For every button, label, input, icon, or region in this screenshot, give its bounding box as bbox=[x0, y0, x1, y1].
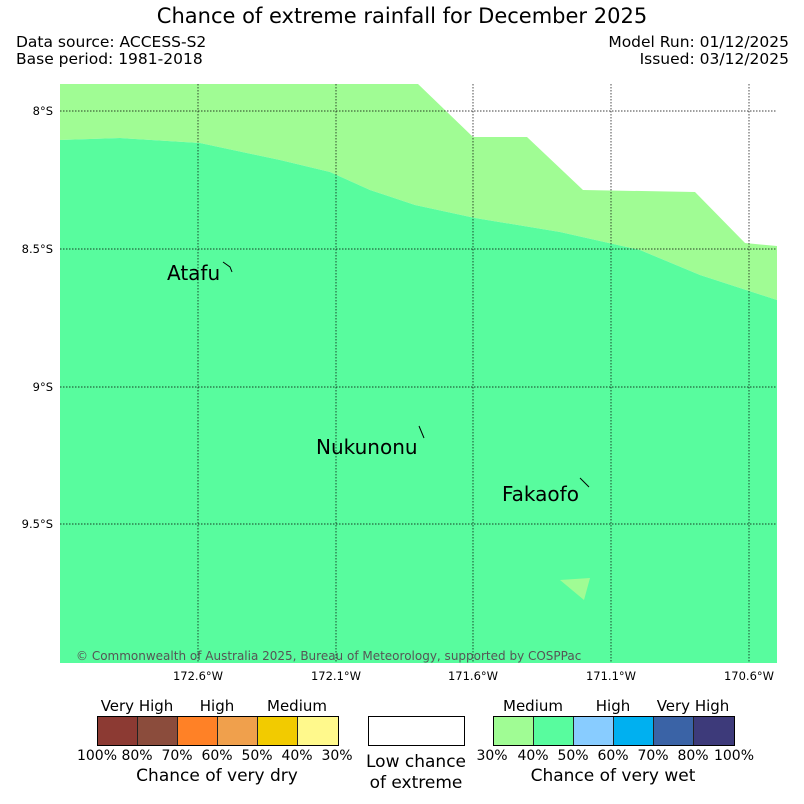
wet-swatch bbox=[574, 717, 614, 745]
wet-swatch bbox=[694, 717, 734, 745]
wet-tick: 100% bbox=[713, 748, 755, 764]
wet-swatch bbox=[654, 717, 694, 745]
dry-category-very-high: Very High bbox=[100, 697, 174, 715]
dry-tick: 70% bbox=[161, 748, 193, 764]
dry-tick: 80% bbox=[121, 748, 153, 764]
low-chance-swatch bbox=[368, 716, 465, 746]
dry-swatch bbox=[98, 717, 138, 745]
lat-label: 8°S bbox=[33, 104, 53, 118]
wet-swatch bbox=[614, 717, 654, 745]
dry-tick: 30% bbox=[321, 748, 353, 764]
lon-label: 171.6°W bbox=[448, 669, 498, 683]
base-period: Base period: 1981-2018 bbox=[16, 50, 203, 68]
wet-tick: 70% bbox=[637, 748, 669, 764]
wet-tick: 80% bbox=[677, 748, 709, 764]
data-source: Data source: ACCESS-S2 bbox=[16, 33, 207, 51]
low-chance-caption-1: Low chance bbox=[366, 752, 466, 772]
grid-lines bbox=[60, 84, 777, 663]
dry-swatch bbox=[178, 717, 218, 745]
region-small-patch bbox=[560, 578, 590, 600]
map-title: Chance of extreme rainfall for December … bbox=[156, 4, 648, 28]
lon-label: 172.6°W bbox=[173, 669, 223, 683]
low-chance-caption-2: of extreme bbox=[369, 773, 463, 793]
copyright-notice: © Commonwealth of Australia 2025, Bureau… bbox=[76, 649, 581, 663]
place-label-fakaofo: Fakaofo bbox=[502, 482, 579, 506]
wet-colorbar bbox=[493, 716, 735, 746]
wet-tick: 50% bbox=[557, 748, 589, 764]
wet-category-medium: Medium bbox=[503, 697, 563, 715]
wet-tick: 30% bbox=[476, 748, 508, 764]
rainfall-map: 8°S 8.5°S 9°S 9.5°S 172.6°W 172.1°W 171.… bbox=[22, 84, 777, 683]
lat-label: 9°S bbox=[33, 380, 53, 394]
region-medium-wet bbox=[60, 84, 777, 300]
dry-category-medium: Medium bbox=[267, 697, 327, 715]
atoll-outline-fakaofo bbox=[579, 477, 590, 488]
lat-label: 8.5°S bbox=[22, 242, 53, 256]
dry-category-high: High bbox=[199, 697, 235, 715]
place-label-nukunonu: Nukunonu bbox=[316, 435, 418, 459]
wet-swatch bbox=[534, 717, 574, 745]
dry-tick: 40% bbox=[281, 748, 313, 764]
dry-swatch bbox=[258, 717, 298, 745]
lon-label: 172.1°W bbox=[311, 669, 361, 683]
wet-category-very-high: Very High bbox=[656, 697, 730, 715]
model-run: Model Run: 01/12/2025 bbox=[608, 33, 789, 51]
lon-label: 171.1°W bbox=[586, 669, 636, 683]
dry-tick: 50% bbox=[241, 748, 273, 764]
dry-swatch bbox=[218, 717, 258, 745]
dry-swatch bbox=[138, 717, 178, 745]
issued-date: Issued: 03/12/2025 bbox=[639, 50, 789, 68]
dry-colorbar bbox=[97, 716, 339, 746]
dry-swatch bbox=[298, 717, 338, 745]
wet-swatch bbox=[494, 717, 534, 745]
atoll-outline-atafu bbox=[222, 261, 233, 273]
dry-tick: 100% bbox=[76, 748, 118, 764]
place-label-atafu: Atafu bbox=[167, 261, 220, 285]
atoll-outline-nukunonu bbox=[418, 425, 425, 439]
wet-tick: 40% bbox=[517, 748, 549, 764]
wet-tick: 60% bbox=[597, 748, 629, 764]
lon-label: 170.6°W bbox=[724, 669, 774, 683]
dry-caption: Chance of very dry bbox=[136, 766, 298, 786]
wet-category-high: High bbox=[595, 697, 631, 715]
lat-label: 9.5°S bbox=[22, 517, 53, 531]
wet-caption: Chance of very wet bbox=[530, 766, 696, 786]
dry-tick: 60% bbox=[201, 748, 233, 764]
region-high-wet bbox=[60, 138, 777, 663]
